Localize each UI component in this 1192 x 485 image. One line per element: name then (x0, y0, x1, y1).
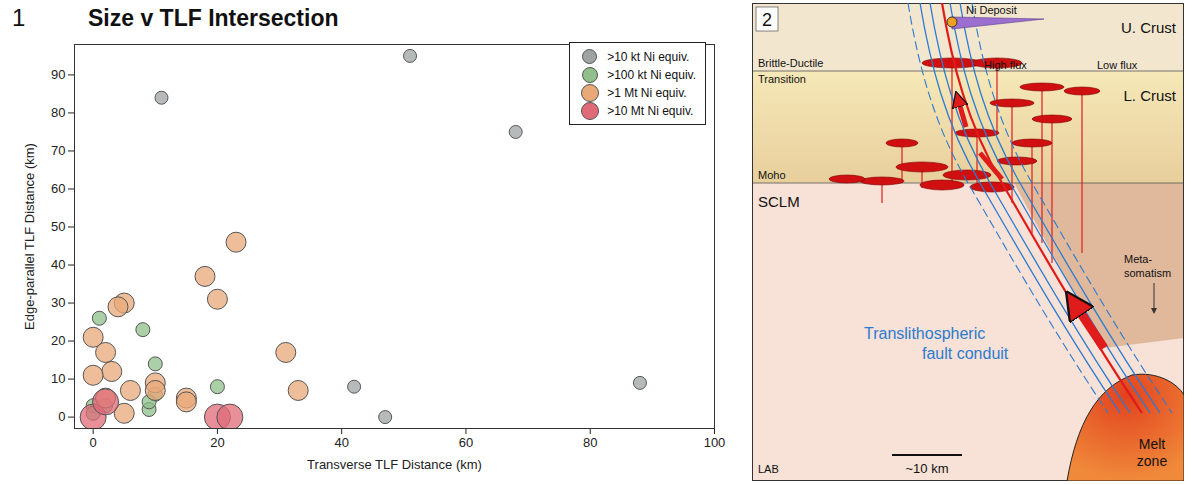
svg-text:~10 km: ~10 km (906, 461, 949, 476)
svg-text:80: 80 (583, 435, 597, 450)
svg-text:40: 40 (51, 257, 65, 272)
html-text:>10 kt Ni equiv.: >10 kt Ni equiv. (607, 49, 690, 64)
svg-text:20: 20 (210, 435, 224, 450)
svg-text:Ni Deposit: Ni Deposit (966, 4, 1017, 16)
svg-text:U. Crust: U. Crust (1121, 19, 1177, 36)
svg-text:2: 2 (762, 10, 772, 30)
svg-text:40: 40 (334, 435, 348, 450)
html-text:>100 kt Ni equiv.: >100 kt Ni equiv. (607, 67, 696, 82)
svg-text:Melt: Melt (1139, 436, 1166, 452)
html-text:>10 Mt Ni equiv.: >10 Mt Ni equiv. (607, 103, 694, 118)
svg-text:High flux: High flux (984, 59, 1027, 71)
svg-text:Translithospheric: Translithospheric (864, 325, 985, 342)
html-text:>1 Mt Ni equiv.: >1 Mt Ni equiv. (607, 85, 687, 100)
svg-text:10: 10 (51, 371, 65, 386)
svg-text:Meta-: Meta- (1124, 253, 1152, 265)
svg-text:LAB: LAB (758, 463, 779, 475)
svg-text:50: 50 (51, 219, 65, 234)
svg-text:60: 60 (459, 435, 473, 450)
svg-text:Brittle-Ductile: Brittle-Ductile (758, 57, 823, 69)
svg-text:100: 100 (704, 435, 726, 450)
svg-text:zone: zone (1137, 453, 1168, 469)
svg-text:60: 60 (51, 181, 65, 196)
svg-text:Transverse TLF Distance (km): Transverse TLF Distance (km) (307, 457, 482, 472)
svg-text:80: 80 (51, 105, 65, 120)
svg-text:fault conduit: fault conduit (922, 345, 1009, 362)
svg-text:30: 30 (51, 295, 65, 310)
svg-text:0: 0 (58, 409, 65, 424)
svg-text:SCLM: SCLM (758, 193, 800, 210)
html-text:Size v TLF Intersection: Size v TLF Intersection (88, 5, 339, 31)
svg-text:Moho: Moho (758, 169, 786, 181)
svg-text:Edge-parallel TLF Distance (km: Edge-parallel TLF Distance (km) (22, 143, 37, 330)
svg-text:0: 0 (90, 435, 97, 450)
html-text:1: 1 (12, 4, 26, 31)
svg-text:L. Crust: L. Crust (1123, 87, 1176, 104)
svg-text:Low flux: Low flux (1097, 59, 1138, 71)
svg-text:20: 20 (51, 333, 65, 348)
svg-text:90: 90 (51, 67, 65, 82)
svg-text:somatism: somatism (1124, 267, 1171, 279)
svg-text:Transition: Transition (758, 73, 806, 85)
svg-text:70: 70 (51, 143, 65, 158)
